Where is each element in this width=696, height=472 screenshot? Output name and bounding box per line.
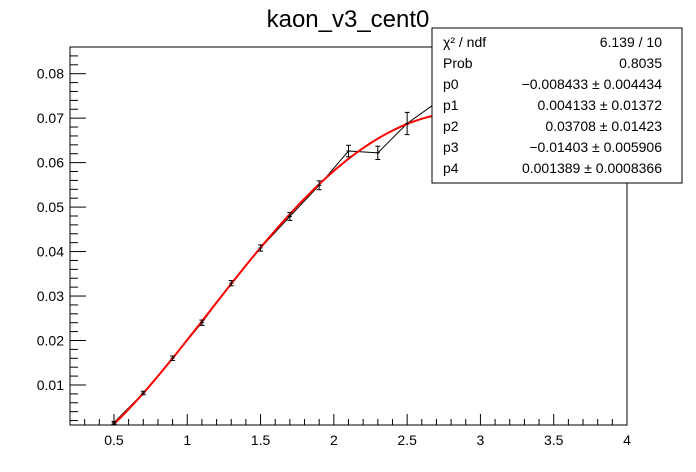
stats-label: p4	[443, 160, 459, 176]
chart-title: kaon_v3_cent0	[267, 6, 430, 33]
stats-box: χ² / ndf 6.139 / 10 Prob 0.8035 p0 −0.008433 …	[431, 27, 683, 184]
stats-value: 0.8035	[619, 55, 662, 71]
x-tick-label: 0.5	[104, 432, 124, 448]
stats-label: χ² / ndf	[443, 34, 486, 50]
fit-curve	[113, 110, 466, 425]
x-tick-label: 2	[330, 432, 338, 448]
stats-value: 0.004133 ± 0.01372	[538, 97, 663, 113]
x-tick-label: 1	[183, 432, 191, 448]
x-axis: 0.5 1 1.5 2 2.5 3 3.5 4	[69, 414, 631, 448]
x-tick-label: 4	[623, 432, 631, 448]
x-tick-label: 3.5	[544, 432, 564, 448]
data-point	[199, 319, 205, 326]
stats-value: −0.01403 ± 0.005906	[529, 139, 662, 155]
y-tick-label: 0.04	[37, 244, 64, 260]
stats-value: −0.008433 ± 0.004434	[522, 76, 663, 92]
x-tick-label: 1.5	[251, 432, 271, 448]
data-point	[346, 144, 351, 158]
y-tick-label: 0.02	[37, 333, 64, 349]
data-point	[111, 420, 117, 425]
data-point	[170, 355, 176, 362]
y-tick-label: 0.07	[37, 110, 64, 126]
stats-box-frame	[431, 27, 683, 184]
stats-label: p3	[443, 139, 459, 155]
data-point	[316, 180, 322, 191]
stats-value: 0.001389 ± 0.0008366	[522, 160, 662, 176]
x-tick-label: 3	[477, 432, 485, 448]
fit-line	[113, 110, 466, 425]
y-tick-label: 0.06	[37, 155, 64, 171]
data-point	[404, 111, 410, 136]
y-axis: 0.01 0.02 0.03 0.04 0.05 0.06 0.07 0.08	[37, 46, 86, 422]
stats-value: 6.139 / 10	[600, 34, 662, 50]
data-point	[140, 390, 146, 396]
y-tick-label: 0.05	[37, 199, 64, 215]
x-tick-label: 2.5	[397, 432, 417, 448]
stats-label: Prob	[443, 55, 473, 71]
data-point	[228, 279, 234, 287]
y-tick-label: 0.01	[37, 377, 64, 393]
stats-label: p1	[443, 97, 459, 113]
data-point	[287, 211, 293, 221]
data-point	[375, 145, 381, 161]
series-line	[113, 102, 437, 424]
y-tick-label: 0.03	[37, 288, 64, 304]
data-connecting-line	[113, 102, 437, 424]
data-point	[258, 244, 264, 252]
y-tick-label: 0.08	[37, 66, 64, 82]
stats-label: p2	[443, 118, 459, 134]
stats-label: p0	[443, 76, 459, 92]
stats-value: 0.03708 ± 0.01423	[545, 118, 662, 134]
